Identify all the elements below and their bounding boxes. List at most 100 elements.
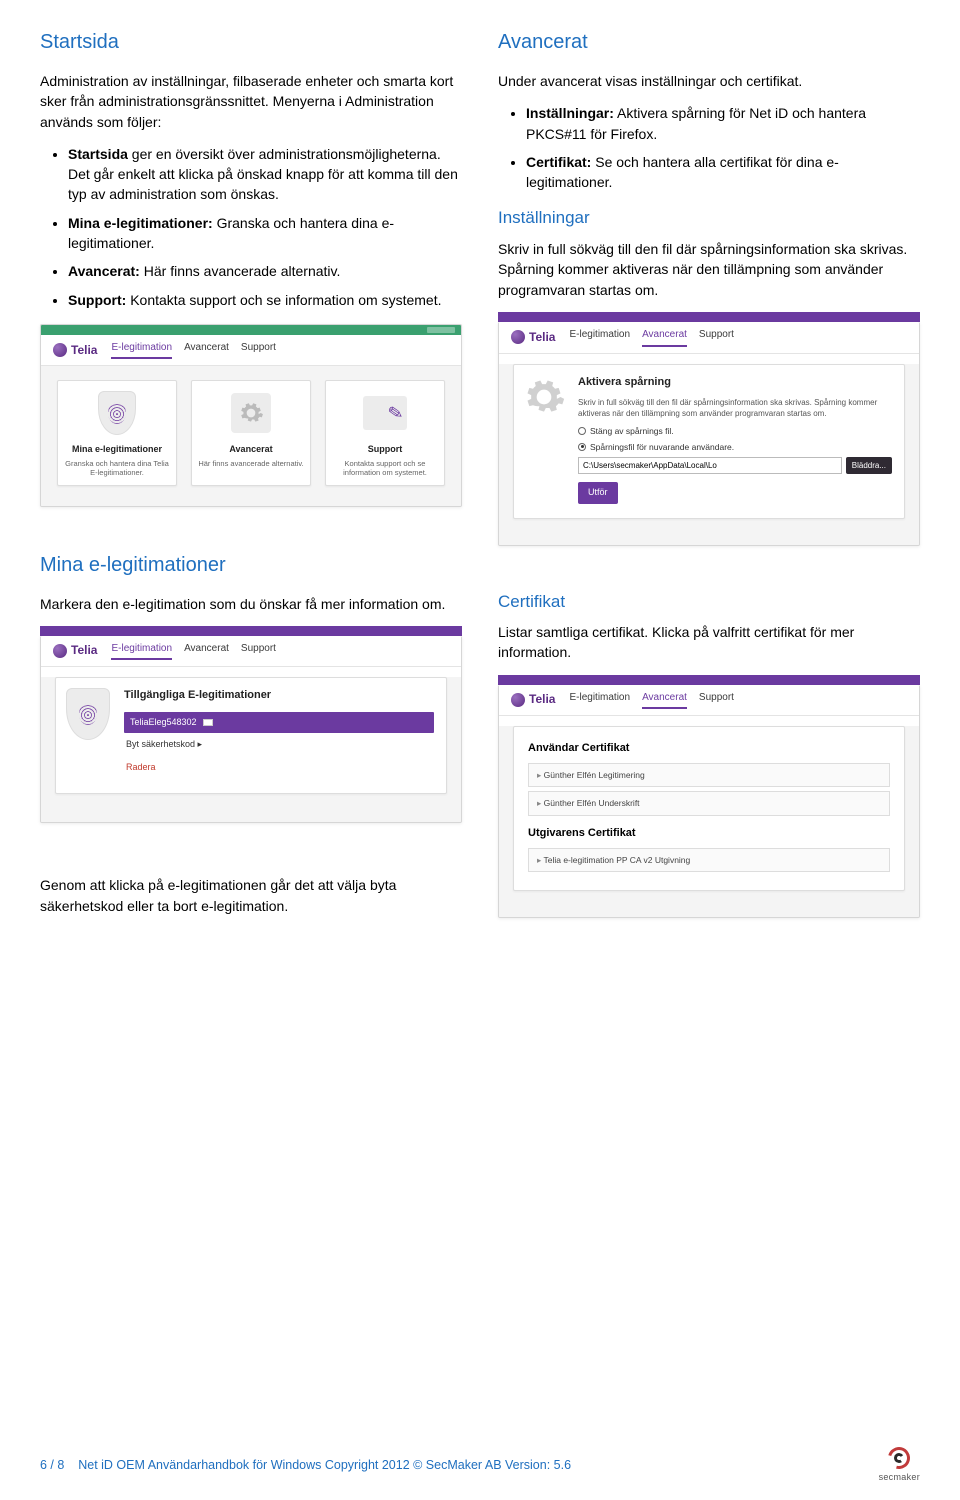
closing-paragraph: Genom att klicka på e-legitimationen går… xyxy=(40,875,462,916)
bullet-sup-label: Support: xyxy=(68,292,126,308)
brand-text: Telia xyxy=(71,342,97,359)
cert-subheading: Certifikat xyxy=(498,590,920,615)
gear-icon xyxy=(522,375,566,419)
gear-icon xyxy=(238,400,264,426)
radio-on-label: Spårningsfil för nuvarande användare. xyxy=(590,441,734,453)
pen-icon: ✎ xyxy=(386,399,405,427)
purple-divider xyxy=(40,626,462,636)
nav-sup[interactable]: Support xyxy=(241,341,276,360)
submit-button[interactable]: Utför xyxy=(578,482,618,503)
card-sup-sub: Kontakta support och se information om s… xyxy=(332,459,438,477)
change-code-link[interactable]: Byt säkerhetskod ▸ xyxy=(124,733,434,756)
fingerprint-icon xyxy=(79,703,97,725)
brand-text: Telia xyxy=(529,329,555,346)
settings-panel-title: Aktivera spårning xyxy=(578,375,892,391)
bullet-cert-label: Certifikat: xyxy=(526,154,591,170)
card-sup-title: Support xyxy=(332,443,438,456)
eleg-selected-name: TeliaEleg548302 xyxy=(130,716,197,729)
telia-logo: Telia xyxy=(53,642,97,659)
radio-off-label: Stäng av spårnings fil. xyxy=(590,425,674,437)
telia-swirl-icon xyxy=(53,644,67,658)
nav-eleg[interactable]: E-legitimation xyxy=(111,341,172,360)
delete-link[interactable]: Radera xyxy=(124,756,434,779)
bullet-startsida-label: Startsida xyxy=(68,146,128,162)
window-titlebar xyxy=(41,325,461,335)
purple-divider xyxy=(498,675,920,685)
nav-sup[interactable]: Support xyxy=(699,328,734,347)
nav-adv[interactable]: Avancerat xyxy=(642,328,687,347)
cert-issuer-heading: Utgivarens Certifikat xyxy=(528,826,890,842)
card-adv-title: Avancerat xyxy=(198,443,304,456)
nav-sup[interactable]: Support xyxy=(241,642,276,661)
startsida-bullets: Startsida ger en översikt över administr… xyxy=(40,144,462,310)
card-badge-icon xyxy=(203,719,213,726)
card-eleg-sub: Granska och hantera dina Telia E-legitim… xyxy=(64,459,170,477)
eleg-panel: Tillgängliga E-legitimationer TeliaEleg5… xyxy=(55,677,447,794)
page-number: 6 / 8 xyxy=(40,1458,64,1472)
mina-eleg-heading: Mina e-legitimationer xyxy=(40,551,462,580)
telia-logo: Telia xyxy=(511,329,555,346)
card-adv[interactable]: Avancerat Här finns avancerade alternati… xyxy=(191,380,311,485)
nav-eleg[interactable]: E-legitimation xyxy=(569,691,630,710)
bullet-sup-text: Kontakta support och se information om s… xyxy=(126,292,441,308)
cert-row[interactable]: Günther Elfén Legitimering xyxy=(528,763,890,787)
fingerprint-icon xyxy=(108,402,126,424)
eleg-panel-title: Tillgängliga E-legitimationer xyxy=(124,688,434,704)
screenshot-settings: Telia E-legitimation Avancerat Support A… xyxy=(498,322,920,545)
cert-user-heading: Användar Certifikat xyxy=(528,741,890,757)
card-sup[interactable]: ✎ Support Kontakta support och se inform… xyxy=(325,380,445,485)
telia-swirl-icon xyxy=(53,343,67,357)
screenshot-cert: Telia E-legitimation Avancerat Support A… xyxy=(498,685,920,918)
startsida-heading: Startsida xyxy=(40,28,462,57)
purple-divider xyxy=(498,312,920,322)
radio-icon xyxy=(578,427,586,435)
footer-text: Net iD OEM Användarhandbok för Windows C… xyxy=(78,1458,571,1472)
browse-button[interactable]: Bläddra... xyxy=(846,457,892,475)
telia-logo: Telia xyxy=(511,691,555,708)
cert-row[interactable]: Günther Elfén Underskrift xyxy=(528,791,890,815)
secmaker-logo: secmaker xyxy=(879,1447,920,1484)
settings-text: Skriv in full sökväg till den fil där sp… xyxy=(498,239,920,300)
avancerat-bullets: Inställningar: Aktivera spårning för Net… xyxy=(498,103,920,192)
bullet-adv-label: Avancerat: xyxy=(68,263,140,279)
bullet-settings-label: Inställningar: xyxy=(526,105,614,121)
radio-on-row[interactable]: Spårningsfil för nuvarande användare. xyxy=(578,441,892,453)
startsida-intro: Administration av inställningar, filbase… xyxy=(40,71,462,132)
radio-icon xyxy=(578,443,586,451)
eleg-selected-row[interactable]: TeliaEleg548302 xyxy=(124,712,434,733)
screenshot-eleg: Telia E-legitimation Avancerat Support T… xyxy=(40,636,462,824)
app-nav: E-legitimation Avancerat Support xyxy=(111,341,275,360)
secmaker-swirl-icon xyxy=(884,1443,914,1473)
nav-adv[interactable]: Avancerat xyxy=(184,642,229,661)
nav-adv[interactable]: Avancerat xyxy=(184,341,229,360)
brand-text: Telia xyxy=(71,642,97,659)
mina-eleg-text: Markera den e-legitimation som du önskar… xyxy=(40,594,462,614)
cert-panel: Användar Certifikat Günther Elfén Legiti… xyxy=(513,726,905,891)
card-eleg-title: Mina e-legitimationer xyxy=(64,443,170,456)
settings-panel: Aktivera spårning Skriv in full sökväg t… xyxy=(513,364,905,519)
settings-subheading: Inställningar xyxy=(498,206,920,231)
card-adv-sub: Här finns avancerade alternativ. xyxy=(198,459,304,468)
trace-path-input[interactable]: C:\Users\secmaker\AppData\Local\Lo xyxy=(578,457,842,475)
left-column: Startsida Administration av inställninga… xyxy=(40,28,462,936)
telia-swirl-icon xyxy=(511,693,525,707)
telia-swirl-icon xyxy=(511,330,525,344)
avancerat-intro: Under avancerat visas inställningar och … xyxy=(498,71,920,91)
nav-adv[interactable]: Avancerat xyxy=(642,691,687,710)
nav-eleg[interactable]: E-legitimation xyxy=(569,328,630,347)
settings-desc: Skriv in full sökväg till den fil där sp… xyxy=(578,398,892,419)
telia-logo: Telia xyxy=(53,342,97,359)
radio-off-row[interactable]: Stäng av spårnings fil. xyxy=(578,425,892,437)
secmaker-text: secmaker xyxy=(879,1471,920,1484)
screenshot-startsida: Telia E-legitimation Avancerat Support M… xyxy=(40,324,462,507)
nav-sup[interactable]: Support xyxy=(699,691,734,710)
app-header: Telia E-legitimation Avancerat Support xyxy=(41,335,461,367)
bullet-eleg-label: Mina e-legitimationer: xyxy=(68,215,213,231)
avancerat-heading: Avancerat xyxy=(498,28,920,57)
cert-row[interactable]: Telia e-legitimation PP CA v2 Utgivning xyxy=(528,848,890,872)
brand-text: Telia xyxy=(529,691,555,708)
nav-eleg[interactable]: E-legitimation xyxy=(111,642,172,661)
card-eleg[interactable]: Mina e-legitimationer Granska och hanter… xyxy=(57,380,177,485)
bullet-adv-text: Här finns avancerade alternativ. xyxy=(140,263,341,279)
right-column: Avancerat Under avancerat visas inställn… xyxy=(498,28,920,936)
